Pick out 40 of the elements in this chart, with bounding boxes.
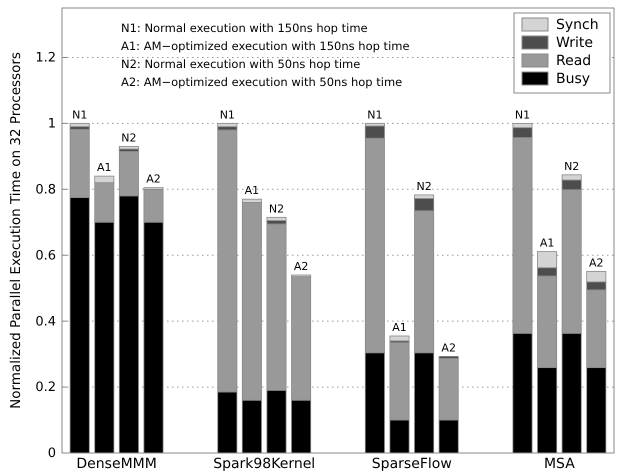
text: MSA [544, 456, 576, 472]
y-tick-label: 0 [48, 446, 56, 462]
text: DenseMMM [76, 456, 157, 472]
x-tick-label: N1 [367, 108, 383, 122]
legend-label: Busy [556, 71, 590, 87]
annotation: N2: Normal execution with 50ns hop time [121, 57, 360, 71]
x-tick-label: A1 [244, 184, 260, 198]
y-tick-label: 0.8 [35, 182, 56, 198]
y-axis-title: Normalized Parallel Execution Time on 32 Processors [8, 52, 24, 409]
bar [118, 146, 139, 150]
bar [266, 216, 286, 222]
legend-label: Read [556, 53, 592, 69]
annotation: A2: AM−optimized execution with 50ns hop time [121, 75, 402, 89]
x-tick-label: A2 [441, 341, 456, 354]
x-tick-label: A1 [97, 161, 112, 174]
x-tick-label: N2 [268, 202, 284, 216]
y-tick-label: 0.4 [35, 314, 56, 330]
bar [217, 122, 238, 128]
x-tick-label: A2 [146, 172, 161, 186]
x-tick-label: A2 [294, 260, 308, 273]
y-tick-label: 1.2 [35, 50, 56, 66]
x-tick-label: N2 [121, 131, 137, 144]
text: SparseFlow [372, 456, 452, 472]
y-tick-label: 0.2 [35, 380, 56, 396]
text: Spark98Kernel [213, 456, 316, 472]
annotation: N1: Normal execution with 150ns hop time [121, 21, 368, 35]
x-tick-label: N1 [220, 108, 235, 122]
legend-label: Write [556, 35, 593, 51]
x-tick-label: N2 [564, 160, 580, 173]
x-tick-label: N1 [72, 108, 88, 122]
x-tick-label: A1 [392, 320, 407, 334]
y-tick-label: 0.6 [35, 248, 56, 264]
y-tick-label: 1 [48, 116, 56, 132]
x-tick-label: N2 [416, 180, 432, 193]
x-tick-label: N1 [514, 108, 530, 122]
legend-label: Synch [556, 17, 599, 33]
x-tick-label: A1 [540, 236, 554, 250]
bar [70, 122, 90, 128]
x-tick-label: A2 [589, 256, 604, 270]
annotation: A1: AM−optimized execution with 150ns hop time [121, 39, 410, 53]
